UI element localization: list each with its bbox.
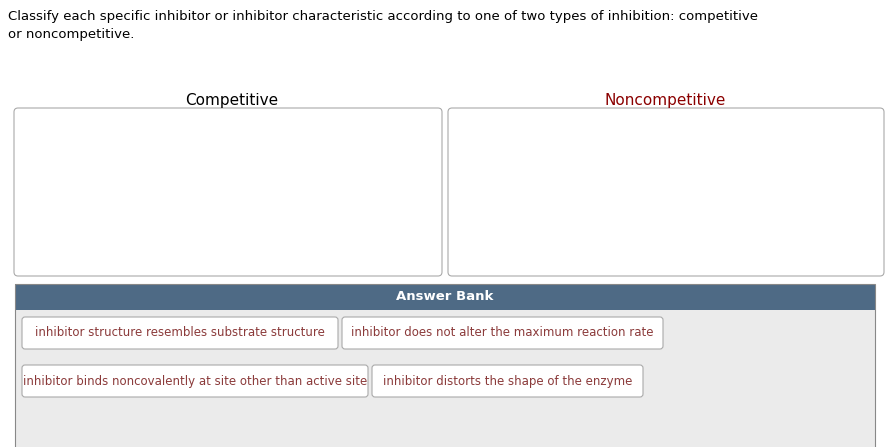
Text: inhibitor distorts the shape of the enzyme: inhibitor distorts the shape of the enzy… [383,375,632,388]
FancyBboxPatch shape [372,365,643,397]
Text: Answer Bank: Answer Bank [396,291,494,304]
Text: Classify each specific inhibitor or inhibitor characteristic according to one of: Classify each specific inhibitor or inhi… [8,10,758,23]
Text: Competitive: Competitive [185,93,279,108]
FancyBboxPatch shape [342,317,663,349]
Text: inhibitor structure resembles substrate structure: inhibitor structure resembles substrate … [35,326,325,340]
Text: inhibitor does not alter the maximum reaction rate: inhibitor does not alter the maximum rea… [352,326,654,340]
FancyBboxPatch shape [14,108,442,276]
FancyBboxPatch shape [448,108,884,276]
Bar [15,310,875,447]
Text: inhibitor binds noncovalently at site other than active site: inhibitor binds noncovalently at site ot… [23,375,368,388]
Text: or noncompetitive.: or noncompetitive. [8,28,134,41]
FancyBboxPatch shape [22,365,368,397]
Bar [15,284,875,310]
Text: Noncompetitive: Noncompetitive [604,93,725,108]
FancyBboxPatch shape [22,317,338,349]
